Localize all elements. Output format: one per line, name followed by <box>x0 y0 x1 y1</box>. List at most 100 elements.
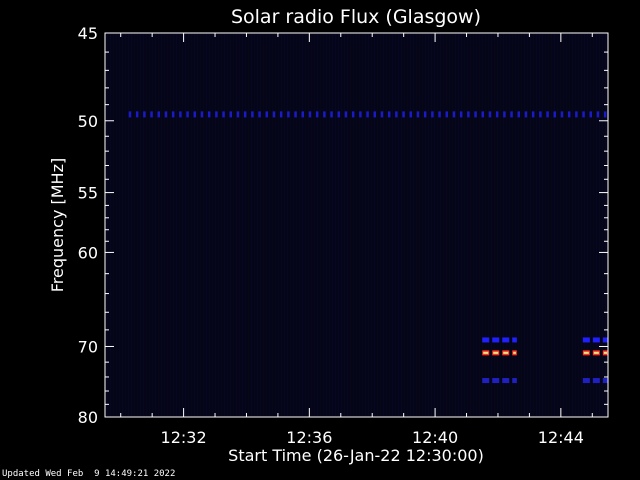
texture-line <box>353 33 354 417</box>
band-dot <box>380 111 384 118</box>
burst-segment <box>582 337 590 343</box>
burst-segment <box>492 378 500 384</box>
texture-line <box>605 33 606 417</box>
texture-line <box>371 33 372 417</box>
texture-line <box>383 33 384 417</box>
texture-line <box>536 33 537 417</box>
band-dot <box>315 111 319 118</box>
texture-line <box>503 33 504 417</box>
texture-line <box>122 33 123 417</box>
texture-line <box>374 33 375 417</box>
texture-line <box>173 33 174 417</box>
texture-line <box>398 33 399 417</box>
texture-line <box>527 33 528 417</box>
texture-line <box>359 33 360 417</box>
band-dot <box>143 111 146 118</box>
burst-core <box>503 351 509 354</box>
texture-line <box>260 33 261 417</box>
texture-line <box>302 33 303 417</box>
texture-line <box>227 33 228 417</box>
y-tick-label: 45 <box>78 24 98 43</box>
texture-line <box>431 33 432 417</box>
texture-line <box>164 33 165 417</box>
burst-core <box>593 351 599 354</box>
band-dot <box>445 111 449 118</box>
texture-line <box>293 33 294 417</box>
burst-segment <box>482 337 490 343</box>
band-dot <box>431 111 434 118</box>
updated-timestamp: Updated Wed Feb 9 14:49:21 2022 <box>2 469 176 479</box>
texture-line <box>437 33 438 417</box>
texture-line <box>548 33 549 417</box>
texture-line <box>329 33 330 417</box>
texture-line <box>194 33 195 417</box>
texture-line <box>386 33 387 417</box>
texture-line <box>323 33 324 417</box>
texture-line <box>170 33 171 417</box>
band-dot <box>416 111 420 118</box>
texture-line <box>107 33 108 417</box>
texture-line <box>140 33 141 417</box>
band-dot <box>200 111 204 118</box>
band-dot <box>438 111 441 118</box>
band-dot <box>215 111 218 118</box>
band-dot <box>344 111 348 118</box>
band-dot <box>323 111 326 118</box>
texture-line <box>245 33 246 417</box>
texture-line <box>362 33 363 417</box>
texture-line <box>512 33 513 417</box>
texture-line <box>488 33 489 417</box>
texture-line <box>356 33 357 417</box>
texture-line <box>350 33 351 417</box>
band-dot <box>222 111 225 118</box>
texture-line <box>233 33 234 417</box>
texture-line <box>476 33 477 417</box>
texture-line <box>365 33 366 417</box>
texture-line <box>116 33 117 417</box>
burst-core <box>483 351 489 354</box>
texture-line <box>521 33 522 417</box>
band-dot <box>236 111 240 118</box>
band-dot <box>179 111 182 118</box>
texture-line <box>404 33 405 417</box>
texture-line <box>494 33 495 417</box>
texture-line <box>308 33 309 417</box>
texture-line <box>509 33 510 417</box>
band-dot <box>387 111 391 118</box>
burst-core <box>513 351 516 354</box>
texture-line <box>251 33 252 417</box>
burst-segment <box>502 378 510 384</box>
texture-line <box>230 33 231 417</box>
texture-line <box>473 33 474 417</box>
band-dot <box>359 111 362 118</box>
spectrogram-texture <box>107 33 606 417</box>
band-dot <box>409 111 413 118</box>
texture-line <box>158 33 159 417</box>
texture-line <box>380 33 381 417</box>
texture-line <box>434 33 435 417</box>
texture-line <box>569 33 570 417</box>
band-dot <box>575 111 578 118</box>
band-dot <box>366 111 369 118</box>
texture-line <box>206 33 207 417</box>
texture-line <box>554 33 555 417</box>
texture-line <box>119 33 120 417</box>
texture-line <box>467 33 468 417</box>
texture-line <box>518 33 519 417</box>
texture-line <box>155 33 156 417</box>
texture-line <box>296 33 297 417</box>
burst-segment <box>512 378 517 384</box>
band-dot <box>503 111 506 118</box>
texture-line <box>131 33 132 417</box>
texture-line <box>278 33 279 417</box>
texture-line <box>257 33 258 417</box>
band-dot <box>517 111 521 118</box>
texture-line <box>326 33 327 417</box>
texture-line <box>152 33 153 417</box>
texture-line <box>581 33 582 417</box>
texture-line <box>560 33 561 417</box>
y-tick-label: 60 <box>78 243 98 262</box>
band-dot <box>186 111 189 118</box>
texture-line <box>443 33 444 417</box>
texture-line <box>419 33 420 417</box>
